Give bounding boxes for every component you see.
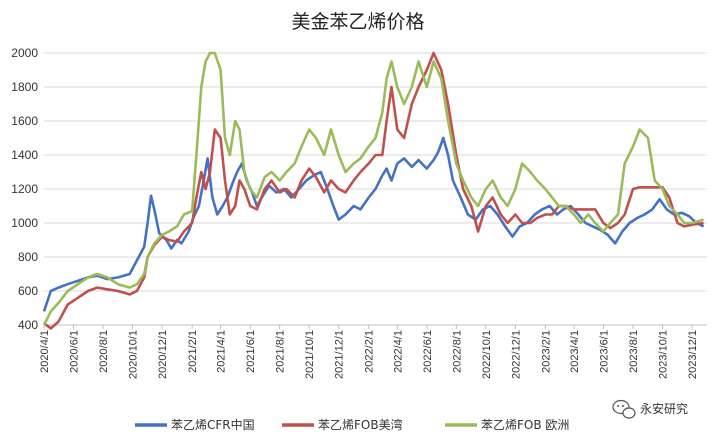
x-tick-label: 2020/6/1 — [69, 330, 81, 373]
x-tick-label: 2023/4/1 — [569, 330, 581, 373]
legend-item-cfr-china: 苯乙烯CFR中国 — [135, 417, 255, 432]
series-line-fob-europe — [42, 51, 704, 326]
x-tick-label: 2020/4/1 — [39, 330, 51, 373]
x-tick-label: 2022/10/1 — [481, 330, 493, 379]
y-tick-label: 1800 — [11, 80, 38, 94]
x-tick-label: 2022/2/1 — [364, 330, 376, 373]
wechat-icon — [612, 399, 636, 419]
y-tick-label: 400 — [18, 318, 38, 332]
x-tick-label: 2023/6/1 — [598, 330, 610, 373]
y-tick-label: 1200 — [11, 182, 38, 196]
x-tick-label: 2021/4/1 — [216, 330, 228, 373]
x-tick-label: 2020/10/1 — [128, 330, 140, 379]
series-line-fob-usgulf — [43, 51, 704, 330]
x-tick-label: 2021/12/1 — [334, 330, 346, 379]
y-axis-ticks: 400 600 800 1000 1200 1400 1600 1800 2000 — [11, 46, 38, 332]
legend-label-fob-europe: 苯乙烯FOB 欧洲 — [481, 418, 569, 432]
x-tick-label: 2021/8/1 — [275, 330, 287, 373]
series-lines — [42, 51, 705, 330]
x-tick-label: 2023/8/1 — [628, 330, 640, 373]
x-tick-label: 2022/4/1 — [392, 330, 404, 373]
x-tick-label: 2023/2/1 — [540, 330, 552, 373]
legend-label-cfr-china: 苯乙烯CFR中国 — [171, 417, 255, 432]
x-tick-label: 2021/2/1 — [187, 330, 199, 373]
x-tick-label: 2023/10/1 — [657, 330, 669, 379]
watermark-text: 永安研究 — [640, 401, 688, 416]
y-tick-label: 1000 — [11, 216, 38, 230]
x-tick-label: 2020/12/1 — [157, 330, 169, 379]
legend-item-fob-europe: 苯乙烯FOB 欧洲 — [445, 418, 569, 432]
x-tick-label: 2022/12/1 — [510, 330, 522, 379]
y-tick-label: 1400 — [11, 148, 38, 162]
legend: 苯乙烯CFR中国 苯乙烯FOB美湾 苯乙烯FOB 欧洲 — [135, 417, 569, 432]
x-tick-label: 2021/6/1 — [245, 330, 257, 373]
y-tick-label: 2000 — [11, 46, 38, 60]
x-tick-label: 2023/12/1 — [687, 330, 699, 379]
x-tick-label: 2022/8/1 — [451, 330, 463, 373]
y-tick-label: 800 — [18, 250, 38, 264]
x-tick-label: 2022/6/1 — [422, 330, 434, 373]
x-tick-label: 2021/10/1 — [304, 330, 316, 379]
legend-label-fob-usgulf: 苯乙烯FOB美湾 — [318, 417, 403, 432]
chart-title: 美金苯乙烯价格 — [291, 11, 424, 33]
watermark: 永安研究 — [612, 399, 688, 419]
legend-item-fob-usgulf: 苯乙烯FOB美湾 — [282, 417, 403, 432]
x-tick-label: 2020/8/1 — [98, 330, 110, 373]
x-axis-ticks: 2020/4/1 2020/6/1 2020/8/1 2020/10/1 2020/12… — [39, 325, 699, 379]
y-tick-label: 600 — [18, 284, 38, 298]
y-tick-label: 1600 — [11, 114, 38, 128]
